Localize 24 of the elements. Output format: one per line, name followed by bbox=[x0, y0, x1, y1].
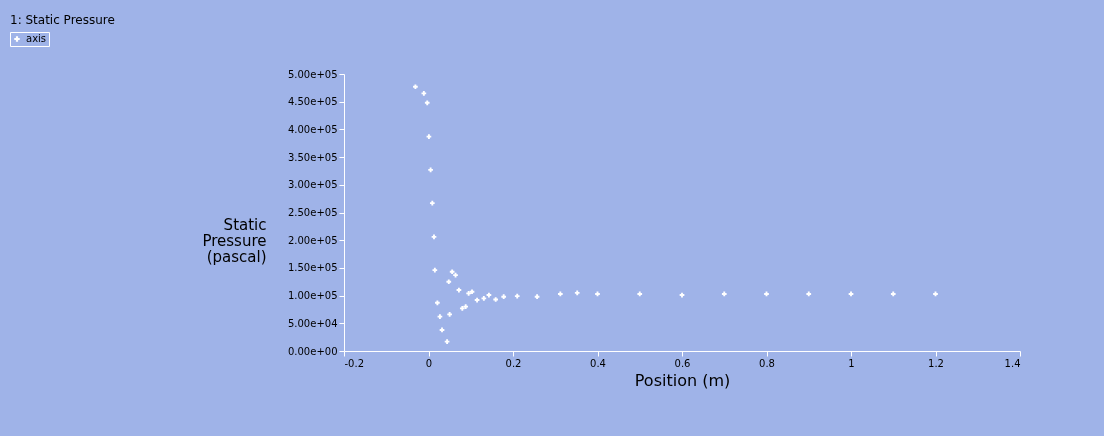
y-axis-title: Static Pressure (pascal) bbox=[202, 215, 267, 266]
x-tick-label: 1.4 bbox=[1004, 357, 1021, 369]
y-tick-label: 5.00e+05 bbox=[287, 68, 338, 80]
x-tick-label: 0.6 bbox=[674, 357, 691, 369]
y-tick-label: 3.00e+05 bbox=[287, 179, 338, 191]
y-tick-label: 2.50e+05 bbox=[287, 207, 338, 218]
y-tick-label: 5.00e+04 bbox=[287, 317, 338, 329]
y-tick-label: 2.00e+05 bbox=[287, 234, 338, 246]
x-tick-label: -0.2 bbox=[344, 357, 365, 369]
x-tick-label: 1 bbox=[848, 357, 855, 369]
y-tick-label: 1.00e+05 bbox=[287, 290, 338, 302]
x-axis-title: Position (m) bbox=[634, 370, 731, 390]
text: 1: Static Pressure bbox=[10, 13, 115, 27]
x-tick-label: 0 bbox=[425, 357, 433, 369]
x-tick-label: 1.2 bbox=[928, 357, 944, 369]
y-tick-label: 0.00e+00 bbox=[287, 345, 338, 357]
y-tick-label: 4.00e+05 bbox=[287, 123, 338, 135]
x-tick-label: 0.2 bbox=[505, 357, 522, 369]
y-tick-label: 1.50e+05 bbox=[287, 262, 338, 274]
y-tick-label: 3.50e+05 bbox=[287, 151, 338, 163]
y-tick-label: 4.50e+05 bbox=[287, 96, 338, 108]
x-tick-label: 0.4 bbox=[590, 357, 606, 369]
x-tick-label: 0.8 bbox=[759, 357, 775, 369]
legend-label: axis bbox=[26, 33, 47, 44]
